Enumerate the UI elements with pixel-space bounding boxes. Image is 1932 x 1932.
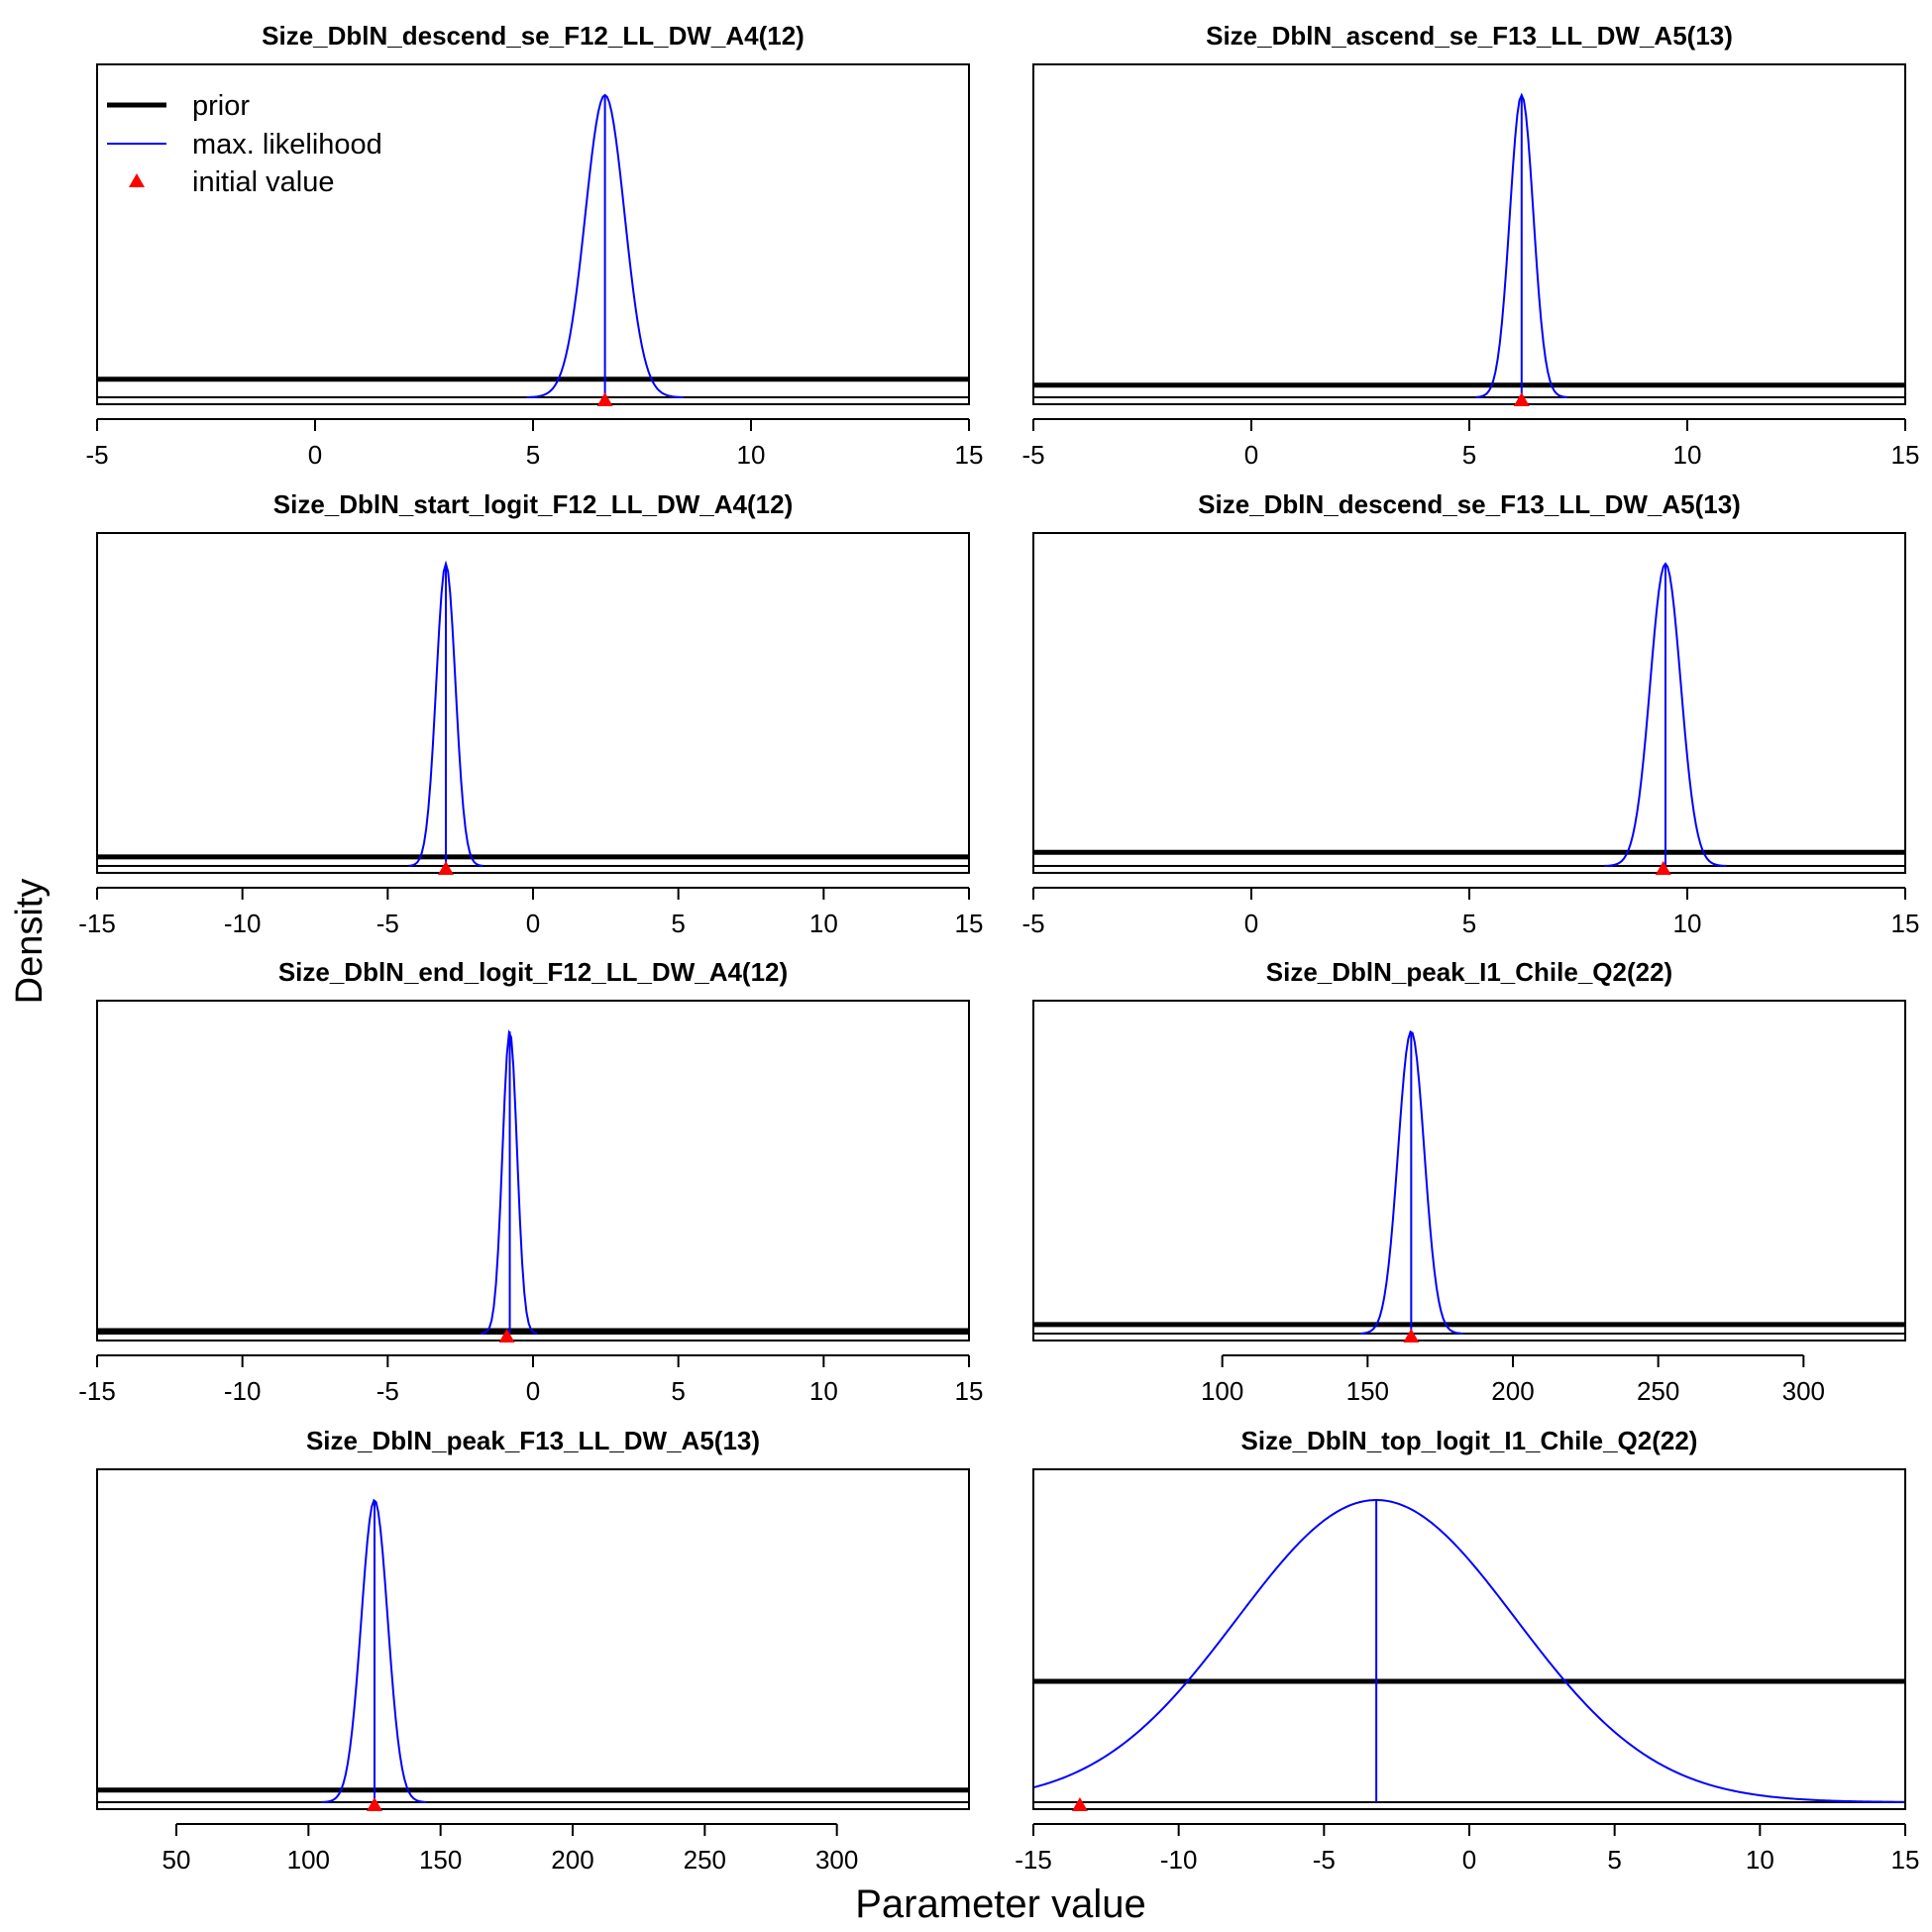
x-tick-label: 10 (809, 1376, 838, 1406)
panel-frame (1032, 532, 1906, 874)
x-tick-label: -15 (78, 909, 116, 938)
x-tick-label: 5 (1462, 440, 1476, 470)
panel-plot-area (97, 1028, 969, 1335)
x-tick-label: 200 (551, 1845, 593, 1875)
x-tick-label: 150 (1346, 1376, 1389, 1406)
panel-frame (1032, 63, 1906, 405)
x-tick-label: 10 (1673, 440, 1702, 470)
x-tick-label: -10 (224, 909, 262, 938)
x-tick-label: 10 (1673, 909, 1702, 938)
panel-6: Size_DblN_peak_I1_Chile_Q2(22) 100 150 200 2… (1032, 957, 1906, 1406)
x-tick-label: 250 (684, 1845, 726, 1875)
x-tick-label: 15 (1891, 1845, 1920, 1875)
panels-group: Size_DblN_descend_se_F12_LL_DW_A4(12) -5 0… (78, 21, 1919, 1875)
x-tick-label: 300 (815, 1845, 858, 1875)
x-tick-label: 15 (1891, 440, 1920, 470)
panel-plot-area (1033, 1029, 1905, 1335)
panel-plot-area (1033, 1498, 1905, 1803)
x-tick-label: 250 (1637, 1376, 1679, 1406)
x-tick-label: -10 (224, 1376, 262, 1406)
x-tick-label: 15 (955, 909, 984, 938)
x-tick-label: 15 (955, 1376, 984, 1406)
x-tick-label: 300 (1782, 1376, 1825, 1406)
x-tick-label: 0 (526, 909, 540, 938)
y-axis-label: Density (9, 879, 51, 1005)
panel-7: Size_DblN_peak_F13_LL_DW_A5(13) 50 100 150 2… (96, 1426, 970, 1875)
x-tick-label: -5 (85, 440, 108, 470)
panel-frame (96, 1468, 970, 1810)
x-tick-label: -5 (1021, 909, 1044, 938)
x-tick-label: -5 (1313, 1845, 1336, 1875)
x-tick-label: 100 (1201, 1376, 1243, 1406)
panel-1: Size_DblN_descend_se_F12_LL_DW_A4(12) -5 0… (85, 21, 983, 470)
x-tick-label: -5 (1021, 440, 1044, 470)
initial-value-marker (1513, 392, 1530, 406)
x-tick-label: -15 (78, 1376, 116, 1406)
x-tick-label: -15 (1015, 1845, 1052, 1875)
x-tick-label: 5 (671, 909, 685, 938)
x-tick-label: 5 (671, 1376, 685, 1406)
x-tick-label: 100 (287, 1845, 330, 1875)
panel-2: Size_DblN_ascend_se_F13_LL_DW_A5(13) -5 0 5… (1021, 21, 1919, 470)
x-tick-label: 0 (1462, 1845, 1476, 1875)
x-tick-label: -10 (1160, 1845, 1198, 1875)
panel-plot-area (97, 1498, 969, 1803)
x-axis-label: Parameter value (855, 1882, 1145, 1926)
x-tick-label: 10 (1746, 1845, 1774, 1875)
x-tick-label: -5 (376, 909, 399, 938)
initial-value-marker (1403, 1329, 1420, 1342)
initial-value-marker (367, 1797, 382, 1811)
panel-title: Size_DblN_ascend_se_F13_LL_DW_A5(13) (1206, 21, 1733, 51)
legend: prior max. likelihood initial value (107, 90, 382, 198)
legend-initial-swatch (129, 173, 145, 187)
mle-curve (1033, 1498, 1905, 1803)
panel-title: Size_DblN_descend_se_F12_LL_DW_A4(12) (262, 21, 805, 51)
x-tick-label: 10 (737, 440, 766, 470)
legend-label: max. likelihood (192, 129, 382, 161)
x-tick-label: 0 (1244, 440, 1258, 470)
panel-title: Size_DblN_peak_I1_Chile_Q2(22) (1266, 957, 1672, 987)
panel-3: Size_DblN_start_logit_F12_LL_DW_A4(12) -1… (78, 489, 983, 938)
legend-label: prior (192, 90, 250, 122)
panel-title: Size_DblN_top_logit_I1_Chile_Q2(22) (1241, 1426, 1698, 1455)
x-tick-label: 50 (162, 1845, 191, 1875)
panel-frame (1032, 1468, 1906, 1810)
panel-plot-area (1033, 92, 1905, 398)
panel-title: Size_DblN_descend_se_F13_LL_DW_A5(13) (1198, 489, 1741, 519)
x-tick-label: 150 (419, 1845, 462, 1875)
panel-title: Size_DblN_end_logit_F12_LL_DW_A4(12) (278, 957, 788, 987)
panel-8: Size_DblN_top_logit_I1_Chile_Q2(22) -15 -1… (1015, 1426, 1919, 1875)
panel-frame (96, 532, 970, 874)
x-tick-label: 5 (1607, 1845, 1621, 1875)
panel-frame (96, 63, 970, 405)
panel-frame (96, 1000, 970, 1342)
x-tick-label: 200 (1491, 1376, 1534, 1406)
initial-value-marker (1071, 1797, 1088, 1811)
panel-title: Size_DblN_start_logit_F12_LL_DW_A4(12) (273, 489, 793, 519)
panel-plot-area (97, 560, 969, 867)
initial-value-marker (596, 392, 613, 406)
panel-plot-area (97, 93, 969, 398)
x-tick-label: 0 (1244, 909, 1258, 938)
panel-5: Size_DblN_end_logit_F12_LL_DW_A4(12) -15 -… (78, 957, 983, 1406)
x-tick-label: 0 (526, 1376, 540, 1406)
panel-plot-area (1033, 562, 1905, 867)
panel-4: Size_DblN_descend_se_F13_LL_DW_A5(13) -5 0… (1021, 489, 1919, 938)
legend-label: initial value (192, 166, 334, 198)
x-tick-label: 0 (308, 440, 322, 470)
x-tick-label: 15 (955, 440, 984, 470)
initial-value-marker (438, 861, 454, 875)
x-tick-label: -5 (376, 1376, 399, 1406)
x-tick-label: 5 (1462, 909, 1476, 938)
initial-value-marker (1655, 861, 1671, 875)
x-tick-label: 5 (526, 440, 540, 470)
panel-frame (1032, 1000, 1906, 1342)
x-tick-label: 15 (1891, 909, 1920, 938)
panel-title: Size_DblN_peak_F13_LL_DW_A5(13) (306, 1426, 760, 1455)
initial-value-marker (498, 1329, 515, 1342)
x-tick-label: 10 (809, 909, 838, 938)
